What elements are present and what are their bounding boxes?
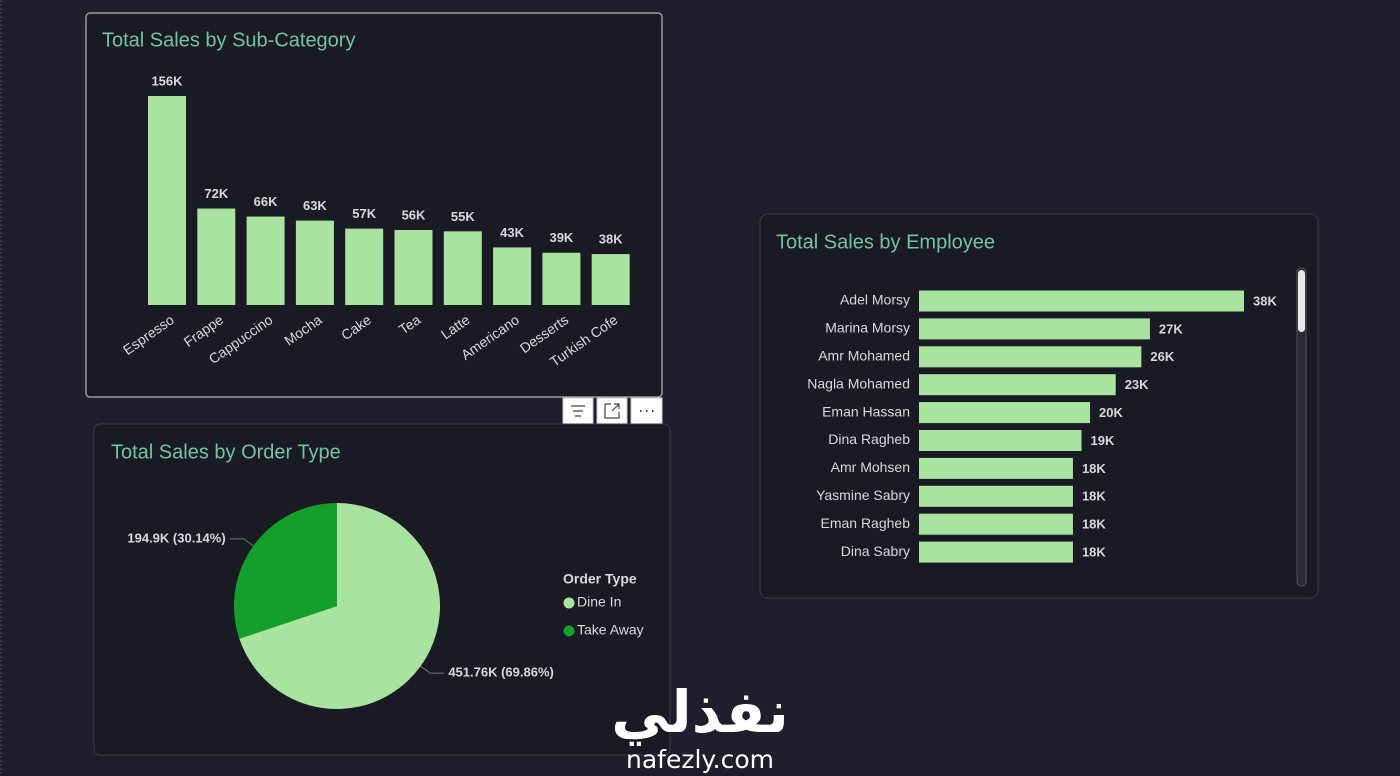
legend-title: Order Type [563,571,637,587]
data-label: 38K [599,232,623,247]
pie-slice [234,503,337,639]
y-tick-label: Yasmine Sabry [816,487,910,503]
y-tick-label: Nagla Mohamed [807,375,910,391]
legend-label: Dine In [577,594,621,610]
data-label: 56K [402,207,426,222]
bar [919,290,1244,312]
data-label: 18K [1082,517,1106,532]
bar [148,96,186,305]
bar [591,254,630,305]
bar [919,485,1073,507]
leader-line [229,538,254,547]
legend-marker [563,625,575,637]
bar [919,513,1073,535]
data-label: 156K [151,73,183,88]
bar [919,402,1091,424]
bar [443,231,482,305]
y-tick-label: Amr Mohamed [818,348,910,364]
watermark-url: nafezly.com [626,745,774,774]
chart-title: Total Sales by Sub-Category [102,29,355,51]
y-tick-label: Eman Ragheb [820,515,910,531]
bar [295,220,334,305]
y-tick-label: Dina Sabry [841,543,910,559]
data-label: 19K [1091,433,1115,448]
data-label: 43K [500,225,524,240]
bar [919,457,1073,479]
data-label: 23K [1125,377,1149,392]
bar [919,318,1150,340]
bar [246,216,285,305]
y-tick-label: Eman Hassan [822,403,910,419]
visual-header [562,397,663,425]
data-label: 18K [1082,461,1106,476]
scrollbar-thumb[interactable] [1298,270,1305,332]
y-tick-label: Adel Morsy [840,292,910,308]
data-label: 63K [303,198,327,213]
data-label: 39K [549,230,573,245]
focus-icon [604,403,620,419]
data-label: 27K [1159,321,1183,336]
scrollbar[interactable] [1296,267,1307,587]
y-tick-label: Marina Morsy [825,320,910,336]
legend-label: Take Away [577,622,644,638]
y-tick-label: Dina Ragheb [828,431,910,447]
data-label: 66K [254,194,278,209]
leader-line [420,665,445,674]
data-label: 194.9K (30.14%) [127,530,225,545]
data-label: 26K [1150,349,1174,364]
chart-title: Total Sales by Employee [776,231,995,253]
bar [919,346,1142,368]
watermark-brand: نفذلي [611,678,788,746]
bar [919,430,1082,451]
bar [919,541,1073,563]
chart-title: Total Sales by Order Type [111,441,341,463]
data-label: 57K [352,206,376,221]
data-label: 55K [451,209,475,224]
pie-slice [239,503,441,710]
legend-marker [563,597,575,609]
bar [345,228,384,305]
bar [197,208,236,305]
data-label: 38K [1253,293,1277,308]
bar [394,229,433,305]
data-label: 72K [204,186,228,201]
data-label: 20K [1099,405,1123,420]
data-label: 18K [1082,545,1106,560]
bar [542,252,581,305]
data-label: 451.76K (69.86%) [448,665,554,680]
filter-icon [571,405,585,417]
bar [493,247,532,305]
y-tick-label: Amr Mohsen [831,459,910,475]
bar [919,374,1116,396]
data-label: 18K [1082,489,1106,504]
